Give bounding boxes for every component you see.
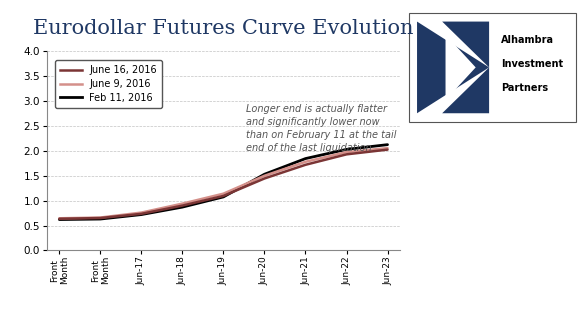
Polygon shape	[442, 22, 489, 113]
Polygon shape	[417, 22, 489, 113]
Text: Eurodollar Futures Curve Evolution: Eurodollar Futures Curve Evolution	[33, 19, 414, 38]
Legend: June 16, 2016, June 9, 2016, Feb 11, 2016: June 16, 2016, June 9, 2016, Feb 11, 201…	[55, 60, 162, 108]
Text: Investment: Investment	[501, 59, 563, 69]
Polygon shape	[446, 35, 476, 100]
Text: Alhambra: Alhambra	[501, 35, 554, 45]
Text: Partners: Partners	[501, 83, 548, 93]
Text: Longer end is actually flatter
and significantly lower now
than on February 11 a: Longer end is actually flatter and signi…	[246, 104, 396, 153]
